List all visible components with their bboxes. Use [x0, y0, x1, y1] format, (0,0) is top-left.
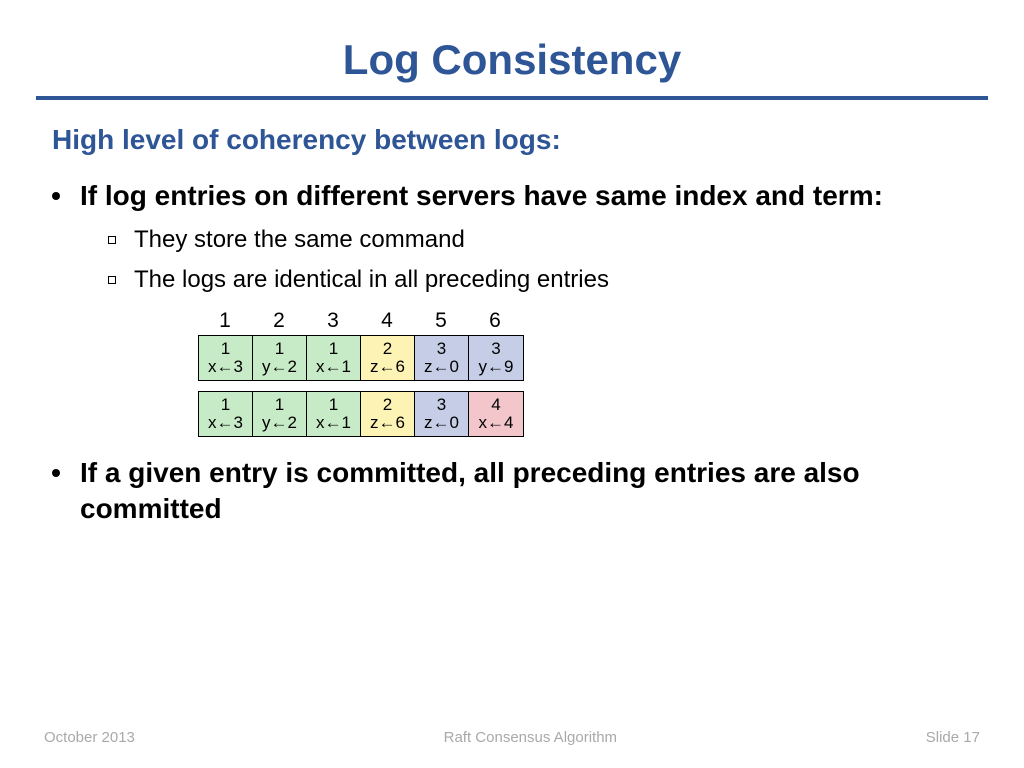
slide-footer: October 2013 Raft Consensus Algorithm Sl…	[0, 729, 1024, 746]
log-entry-term: 1	[221, 340, 230, 358]
bullet-1-text: If log entries on different servers have…	[80, 178, 883, 214]
log-entry: 1x←1	[307, 392, 361, 436]
log-entry: 4x←4	[469, 392, 523, 436]
log-entry-cmd: x←1	[316, 414, 351, 432]
bullet-dot-icon	[52, 192, 60, 200]
square-bullet-icon	[108, 276, 116, 284]
log-entry-term: 3	[437, 340, 446, 358]
log-entry: 3z←0	[415, 392, 469, 436]
log-row: 1x←31y←21x←12z←63z←04x←4	[198, 391, 524, 437]
log-entry: 1x←1	[307, 336, 361, 380]
log-entry-cmd: y←2	[262, 358, 297, 376]
bullet-1: If log entries on different servers have…	[52, 178, 972, 214]
log-entry-cmd: z←0	[424, 414, 459, 432]
log-entry-term: 1	[275, 396, 284, 414]
log-entry-cmd: x←3	[208, 358, 243, 376]
log-index: 1	[198, 309, 252, 335]
bullet-2: If a given entry is committed, all prece…	[52, 455, 972, 528]
log-entry: 3y←9	[469, 336, 523, 380]
log-entry-term: 2	[383, 396, 392, 414]
subheading: High level of coherency between logs:	[52, 124, 972, 156]
footer-slide-number: Slide 17	[926, 729, 980, 746]
sub-bullet-2: The logs are identical in all preceding …	[108, 264, 972, 295]
log-entry-cmd: z←6	[370, 414, 405, 432]
log-index: 5	[414, 309, 468, 335]
footer-title: Raft Consensus Algorithm	[444, 729, 617, 746]
sub-bullet-2-text: The logs are identical in all preceding …	[134, 264, 609, 295]
log-entry-term: 3	[491, 340, 500, 358]
log-entry: 3z←0	[415, 336, 469, 380]
log-index: 3	[306, 309, 360, 335]
log-entry-term: 1	[329, 396, 338, 414]
log-entry: 1y←2	[253, 336, 307, 380]
log-entry-cmd: z←0	[424, 358, 459, 376]
bullet-dot-icon	[52, 469, 60, 477]
log-entry: 1x←3	[199, 392, 253, 436]
log-entry: 2z←6	[361, 392, 415, 436]
log-entry-term: 3	[437, 396, 446, 414]
bullet-2-text: If a given entry is committed, all prece…	[80, 455, 972, 528]
log-index: 2	[252, 309, 306, 335]
log-entry-term: 4	[491, 396, 500, 414]
log-entry: 1y←2	[253, 392, 307, 436]
log-entry-term: 1	[221, 396, 230, 414]
log-entry: 2z←6	[361, 336, 415, 380]
sub-bullet-1-text: They store the same command	[134, 224, 465, 255]
square-bullet-icon	[108, 236, 116, 244]
log-entry-term: 1	[275, 340, 284, 358]
log-entry: 1x←3	[199, 336, 253, 380]
log-entry-cmd: y←2	[262, 414, 297, 432]
slide-title: Log Consistency	[0, 0, 1024, 96]
log-entry-cmd: x←4	[479, 414, 514, 432]
log-diagram: 123456 1x←31y←21x←12z←63z←03y←91x←31y←21…	[198, 309, 972, 437]
footer-date: October 2013	[44, 729, 135, 746]
log-entry-cmd: z←6	[370, 358, 405, 376]
slide-content: High level of coherency between logs: If…	[0, 124, 1024, 528]
log-entry-cmd: x←1	[316, 358, 351, 376]
title-underline	[36, 96, 988, 100]
log-entry-cmd: y←9	[479, 358, 514, 376]
log-entry-cmd: x←3	[208, 414, 243, 432]
log-index-row: 123456	[198, 309, 972, 335]
sub-bullet-1: They store the same command	[108, 224, 972, 255]
log-entry-term: 1	[329, 340, 338, 358]
log-row: 1x←31y←21x←12z←63z←03y←9	[198, 335, 524, 381]
log-index: 4	[360, 309, 414, 335]
log-entry-term: 2	[383, 340, 392, 358]
log-index: 6	[468, 309, 522, 335]
